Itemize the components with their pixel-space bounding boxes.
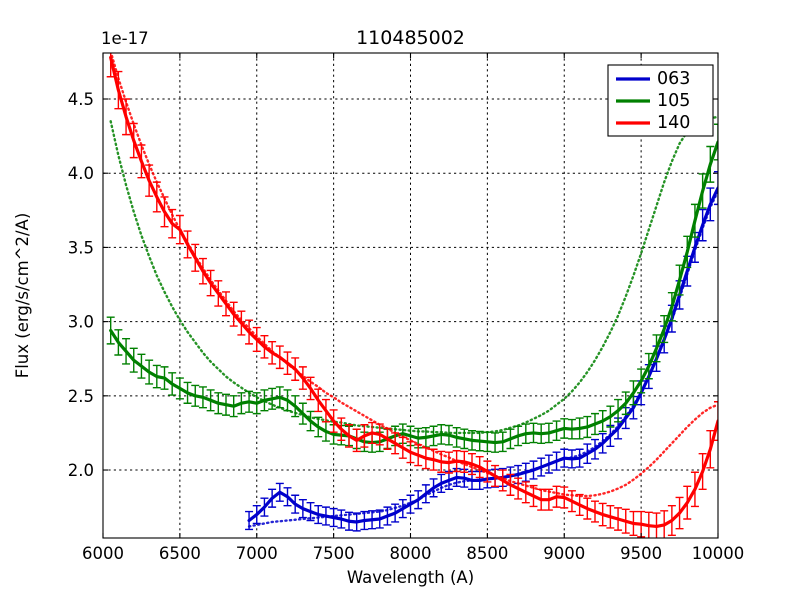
y-tick-label: 4.5 (68, 90, 94, 109)
x-axis-label: Wavelength (A) (347, 568, 474, 587)
x-tick-label: 6500 (159, 544, 201, 563)
data-series-layer (106, 53, 718, 538)
series-model-line-105 (109, 115, 718, 435)
series-data-line-105 (109, 140, 718, 445)
y-axis-label: Flux (erg/s/cm^2/A) (13, 213, 32, 379)
x-tick-label: 7500 (313, 544, 355, 563)
legend-label-105[interactable]: 105 (657, 91, 690, 111)
series-data-line-063 (247, 186, 718, 524)
y-tick-label: 4.0 (68, 164, 94, 183)
axes-frame (102, 52, 719, 539)
y-tick-label: 3.5 (68, 238, 94, 257)
legend-label-140[interactable]: 140 (657, 113, 690, 133)
x-tick-label: 10000 (692, 544, 745, 563)
x-tick-label: 8500 (466, 544, 508, 563)
legend-label-063[interactable]: 063 (657, 69, 690, 89)
x-tick-label: 6000 (82, 544, 124, 563)
y-axis-offset-label: 1e-17 (101, 29, 149, 48)
x-tick-label: 7000 (236, 544, 278, 563)
error-bars-105 (106, 123, 718, 453)
y-tick-label: 3.0 (68, 313, 94, 332)
series-063 (245, 171, 718, 532)
page-title: 110485002 (356, 27, 465, 49)
series-data-line-140 (109, 55, 718, 529)
y-tick-label: 2.0 (68, 461, 94, 480)
series-140 (106, 53, 718, 538)
x-tick-label: 9500 (620, 544, 662, 563)
tick-labels: 6000 6500 7000 7500 8000 8500 9000 9500 10000 2.0… (68, 90, 745, 563)
y-tick-label: 2.5 (68, 387, 94, 406)
series-105 (106, 115, 718, 453)
x-tick-label: 9000 (543, 544, 585, 563)
x-tick-label: 8000 (390, 544, 432, 563)
error-bars-140 (106, 53, 718, 538)
axes-spines (102, 52, 719, 539)
